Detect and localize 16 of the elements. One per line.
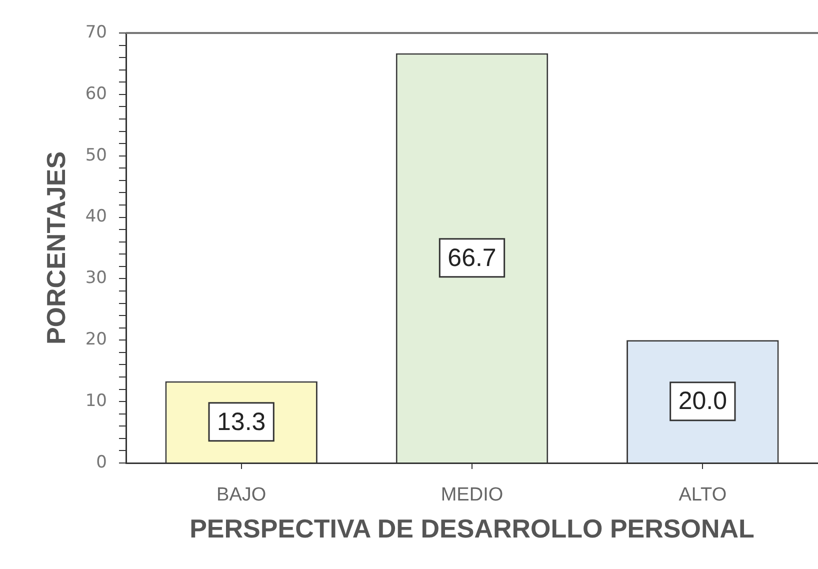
x-tick-label: ALTO: [678, 484, 727, 506]
x-axis-title: PERSPECTIVA DE DESARROLLO PERSONAL: [190, 514, 755, 544]
y-axis-title: PORCENTAJES: [40, 151, 71, 345]
data-label: 66.7: [448, 244, 496, 272]
y-tick-label: 0: [96, 452, 107, 472]
y-tick-label: 70: [85, 22, 107, 42]
y-tick-label: 40: [85, 206, 107, 227]
y-tick-label: 10: [85, 390, 107, 411]
x-tick-label: BAJO: [216, 484, 266, 506]
y-tick-label: 20: [85, 330, 107, 350]
x-tick-label: MEDIO: [440, 484, 504, 506]
data-label: 20.0: [678, 387, 728, 416]
y-tick-label: 30: [85, 268, 107, 288]
y-tick-label: 50: [85, 145, 107, 166]
data-label: 13.3: [216, 408, 266, 436]
y-tick-label: 60: [85, 84, 107, 104]
